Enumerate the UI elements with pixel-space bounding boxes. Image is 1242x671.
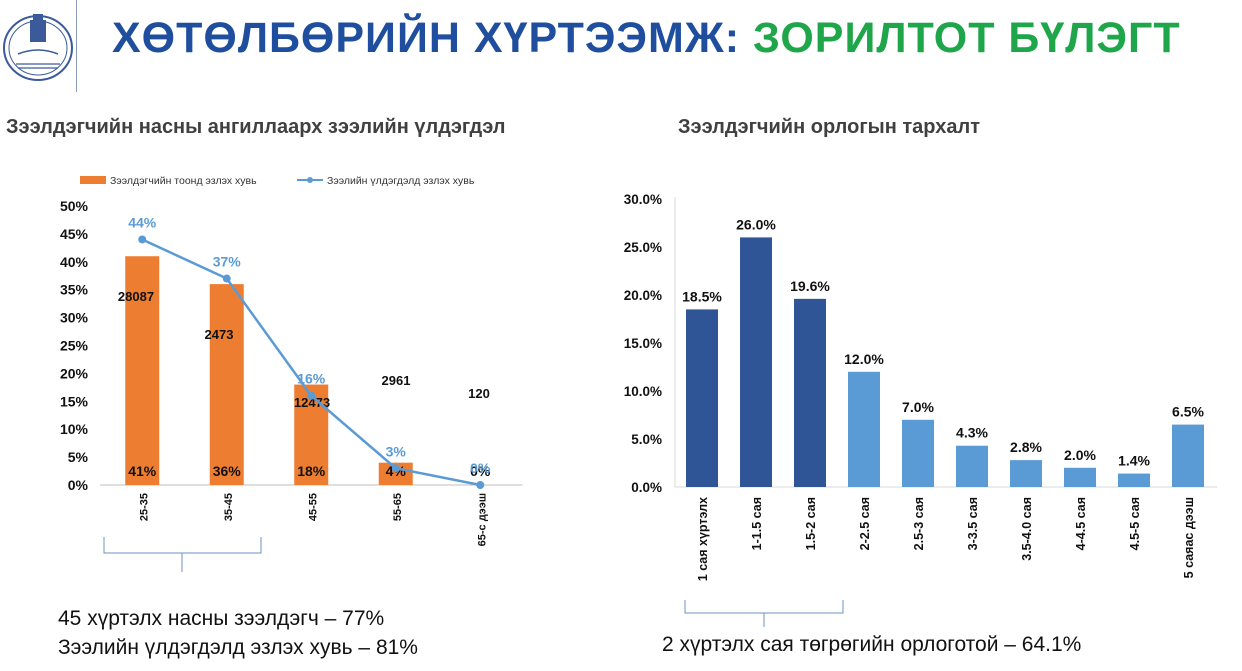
- bank-emblem-icon: [3, 14, 73, 81]
- bar-value-label: 41%: [128, 463, 157, 479]
- x-category-label: 55-65: [392, 493, 404, 521]
- bar-value-label: 12.0%: [844, 351, 884, 367]
- legend-line-marker: [307, 177, 313, 183]
- left-caption-line-1: 45 хүртэлх насны зээлдэгч – 77%: [58, 607, 385, 630]
- bar-value-label: 7.0%: [902, 399, 934, 415]
- bar: [848, 371, 880, 487]
- x-category-label: 2.5-3 сая: [912, 497, 926, 550]
- x-category-label: 65-с дээш: [476, 493, 488, 546]
- title-part-1: ХӨТӨЛБӨРИЙН ХҮРТЭЭМЖ:: [112, 14, 741, 62]
- x-category-label: 2-2.5 сая: [858, 497, 872, 550]
- bar-value-label: 18%: [297, 463, 326, 479]
- line-point: [307, 391, 316, 400]
- y-tick-label: 30%: [60, 310, 89, 326]
- bar: [902, 419, 934, 487]
- bar-value-label: 4.3%: [956, 425, 988, 441]
- legend-label-bar: Зээлдэгчийн тоонд эзлэх хувь: [110, 175, 257, 187]
- line-point: [476, 481, 485, 489]
- legend-swatch-bar: [80, 176, 106, 184]
- bar: [740, 237, 772, 487]
- y-tick-label: 0%: [68, 477, 89, 493]
- y-tick-label: 25%: [60, 338, 89, 354]
- x-category-label: 35-45: [223, 493, 235, 521]
- count-label: 28087: [118, 289, 154, 304]
- x-category-label: 1.5-2 сая: [804, 497, 818, 550]
- y-tick-label: 30.0%: [624, 192, 662, 207]
- x-category-label: 4.5-5 сая: [1128, 497, 1142, 550]
- bar: [1010, 460, 1042, 487]
- line-point: [138, 235, 147, 244]
- x-category-label: 3-3.5 сая: [966, 497, 980, 550]
- bar: [209, 284, 244, 485]
- line-value-label: 16%: [297, 371, 326, 387]
- bar-value-label: 36%: [213, 463, 242, 479]
- age-group-chart: Зээлдэгчийн тоонд эзлэх хувь Зээлийн үлдэ…: [60, 175, 523, 572]
- title-part-2: ЗОРИЛТОТ БҮЛЭГТ: [752, 14, 1181, 62]
- bar-value-label: 1.4%: [1118, 453, 1150, 469]
- count-label: 120: [468, 386, 490, 401]
- y-tick-label: 5%: [68, 449, 89, 465]
- left-caption-line-2: Зээлийн үлдэгдэлд эзлэх хувь – 81%: [58, 636, 418, 659]
- x-category-label: 25-35: [138, 493, 150, 521]
- y-tick-label: 40%: [60, 254, 89, 270]
- line-point: [391, 464, 400, 473]
- bar: [294, 384, 329, 485]
- bar-value-label: 2.0%: [1064, 447, 1096, 463]
- right-chart-subtitle: Зээлдэгчийн орлогын тархалт: [678, 116, 980, 138]
- bar-value-label: 6.5%: [1172, 404, 1204, 420]
- line-value-label: 3%: [386, 443, 407, 459]
- y-tick-label: 10.0%: [624, 384, 662, 399]
- y-tick-label: 20%: [60, 365, 89, 381]
- count-label: 12473: [294, 395, 330, 410]
- bar: [686, 309, 718, 487]
- income-distribution-chart: 0.0% 5.0% 10.0% 15.0% 20.0% 25.0% 30.0% 18.5% 26…: [624, 192, 1217, 627]
- x-category-label: 45-55: [307, 493, 319, 521]
- bar: [794, 298, 826, 487]
- bar: [1172, 424, 1204, 487]
- y-tick-label: 25.0%: [624, 240, 662, 255]
- line-point: [222, 274, 231, 283]
- legend-label-line: Зээлийн үлдэгдэлд эзлэх хувь: [327, 175, 475, 187]
- y-tick-label: 35%: [60, 282, 89, 298]
- group-bracket: [684, 600, 844, 627]
- y-tick-label: 50%: [60, 198, 89, 214]
- bar-value-label: 19.6%: [790, 278, 830, 294]
- y-tick-label: 45%: [60, 226, 89, 242]
- bar-value-label: 26.0%: [736, 216, 776, 232]
- x-category-label: 5 саяас дээш: [1182, 497, 1196, 578]
- y-tick-label: 15%: [60, 393, 89, 409]
- x-category-label: 3.5-4.0 сая: [1020, 497, 1034, 561]
- count-label: 2473: [205, 327, 234, 342]
- bar-value-label: 0%: [470, 463, 491, 479]
- bar: [956, 445, 988, 487]
- y-tick-label: 10%: [60, 421, 89, 437]
- line-value-label: 0%: [470, 460, 491, 476]
- count-label: 2961: [382, 373, 411, 388]
- y-tick-label: 0.0%: [631, 480, 662, 495]
- y-tick-label: 5.0%: [631, 432, 662, 447]
- logo: [0, 0, 77, 92]
- bar-value-label: 2.8%: [1010, 439, 1042, 455]
- bar: [1064, 467, 1096, 487]
- right-caption: 2 хүртэлх сая төгрөгийн орлоготой – 64.1…: [662, 633, 1082, 656]
- page-title: ХӨТӨЛБӨРИЙН ХҮРТЭЭМЖ: ЗОРИЛТОТ БҮЛЭГТ: [112, 14, 1181, 63]
- x-category-label: 1-1.5 сая: [750, 497, 764, 550]
- y-tick-label: 20.0%: [624, 288, 662, 303]
- left-chart-subtitle: Зээлдэгчийн насны ангиллаарх зээлийн үлд…: [6, 116, 506, 138]
- y-tick-label: 15.0%: [624, 336, 662, 351]
- line-value-label: 37%: [213, 254, 242, 270]
- bar: [125, 256, 160, 485]
- group-bracket: [103, 537, 262, 572]
- line-value-label: 44%: [128, 214, 157, 230]
- bar-value-label: 18.5%: [682, 288, 722, 304]
- x-category-label: 4-4.5 сая: [1074, 497, 1088, 550]
- bar: [378, 462, 413, 485]
- x-category-label: 1 сая хүртэлх: [696, 497, 710, 581]
- bar: [1118, 473, 1150, 487]
